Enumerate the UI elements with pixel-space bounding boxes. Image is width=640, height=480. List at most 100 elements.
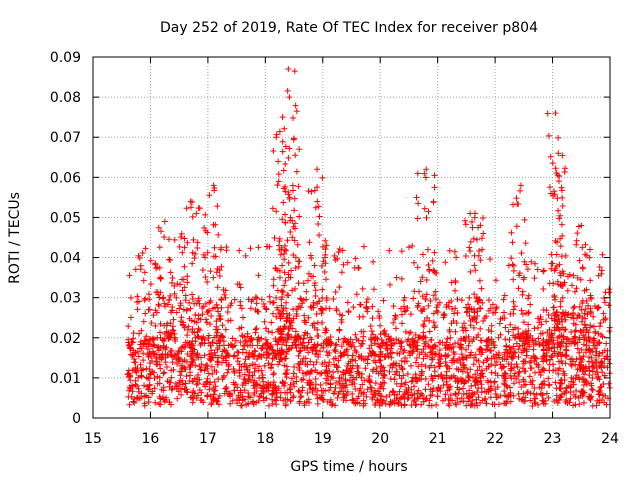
data-point [461, 380, 468, 387]
data-point [411, 390, 418, 397]
data-point [273, 134, 280, 141]
data-point [472, 382, 479, 389]
data-point [170, 366, 177, 373]
data-point [513, 340, 520, 347]
data-point [424, 353, 431, 360]
data-point [330, 369, 337, 376]
data-point [249, 398, 256, 405]
data-point [467, 322, 474, 329]
data-point [338, 375, 345, 382]
data-point [542, 339, 549, 346]
data-point [189, 399, 196, 406]
data-point [344, 299, 351, 306]
data-point [465, 342, 472, 349]
data-point [401, 308, 408, 315]
data-point [540, 286, 547, 293]
data-point [260, 378, 267, 385]
data-point [593, 348, 600, 355]
data-point [559, 268, 566, 275]
data-point [195, 354, 202, 361]
data-point [251, 377, 258, 384]
data-point [451, 248, 458, 255]
data-point [447, 383, 454, 390]
data-point [213, 368, 220, 375]
data-point [475, 357, 482, 364]
data-point [410, 259, 417, 266]
data-point [410, 398, 417, 405]
data-point [567, 356, 574, 363]
data-point [602, 392, 609, 399]
data-point [493, 304, 500, 311]
data-point [199, 311, 206, 318]
data-point [187, 344, 194, 351]
data-point [296, 348, 303, 355]
data-point [560, 334, 567, 341]
data-point [576, 366, 583, 373]
data-point [231, 381, 238, 388]
data-point [204, 249, 211, 256]
data-point [431, 172, 438, 179]
data-point [426, 266, 433, 273]
data-point [525, 327, 532, 334]
data-point [343, 382, 350, 389]
data-point [480, 230, 487, 237]
data-point [431, 268, 438, 275]
x-tick-label: 16 [142, 431, 160, 447]
data-point [576, 257, 583, 264]
data-point [396, 388, 403, 395]
data-point [209, 305, 216, 312]
data-point [431, 342, 438, 349]
data-point [344, 259, 351, 266]
data-point [521, 274, 528, 281]
data-point [540, 267, 547, 274]
data-point [387, 400, 394, 407]
data-point [606, 360, 613, 367]
data-point [493, 358, 500, 365]
data-point [181, 357, 188, 364]
data-point [190, 387, 197, 394]
data-point [446, 365, 453, 372]
data-point [525, 309, 532, 316]
data-point [157, 365, 164, 372]
data-point [473, 334, 480, 341]
data-point [271, 235, 278, 242]
data-point [255, 244, 262, 251]
data-point [555, 207, 562, 214]
data-point [201, 224, 208, 231]
data-point [281, 256, 288, 263]
data-point [270, 276, 277, 283]
data-point [182, 380, 189, 387]
data-point [209, 354, 216, 361]
data-point [386, 401, 393, 408]
data-point [476, 363, 483, 370]
data-point [309, 322, 316, 329]
data-point [349, 352, 356, 359]
data-point [177, 234, 184, 241]
data-point [283, 342, 290, 349]
data-point [252, 294, 259, 301]
data-point [507, 372, 514, 379]
data-point [396, 350, 403, 357]
data-point [429, 257, 436, 264]
data-point [562, 309, 569, 316]
data-point [241, 363, 248, 370]
data-point [589, 368, 596, 375]
data-point [286, 145, 293, 152]
data-point [600, 316, 607, 323]
data-point [314, 332, 321, 339]
data-point [237, 284, 244, 291]
data-point [435, 384, 442, 391]
data-point [218, 263, 225, 270]
data-point [136, 330, 143, 337]
data-point [415, 363, 422, 370]
data-point [526, 339, 533, 346]
data-point [469, 224, 476, 231]
data-point [300, 370, 307, 377]
data-point [220, 286, 227, 293]
data-point [414, 170, 421, 177]
data-point [587, 309, 594, 316]
data-point [569, 282, 576, 289]
data-point [379, 351, 386, 358]
data-point [166, 379, 173, 386]
data-point [479, 299, 486, 306]
